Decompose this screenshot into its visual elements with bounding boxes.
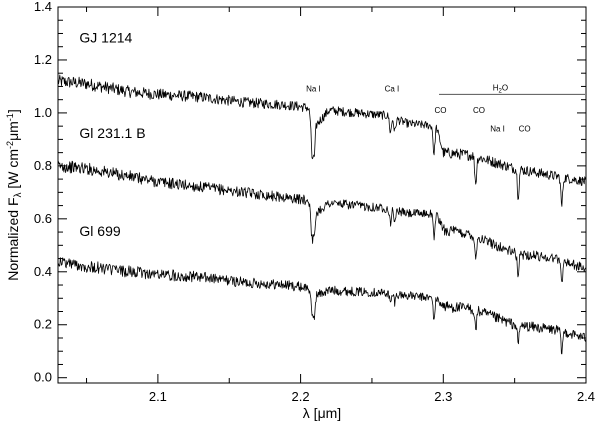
h2o-band-o: O <box>502 83 508 92</box>
y-axis-label-mid: μm <box>5 121 21 141</box>
spectrum-line <box>57 257 587 355</box>
series-label: Gl 231.1 B <box>79 125 145 141</box>
y-tick-label: 1.2 <box>34 52 52 67</box>
plot-frame <box>57 6 587 384</box>
y-tick-label: 0.0 <box>34 370 52 385</box>
h2o-band-sub: 2 <box>498 88 502 94</box>
axis-ticks: 2.1 2.2 2.3 2.4 0.0 0.2 0.4 0.6 0.8 1.0 1.2 1.4 <box>34 0 595 404</box>
y-axis-label-units: [W cm <box>5 149 21 193</box>
y-axis-label-exp2: -1 <box>5 113 15 121</box>
y-tick-label: 0.4 <box>34 264 52 279</box>
spectrum-line <box>57 74 587 207</box>
y-tick-label: 0.8 <box>34 158 52 173</box>
h2o-band: H2O <box>439 83 585 95</box>
y-axis-label-exp1: -2 <box>5 141 15 149</box>
y-tick-label: 1.4 <box>34 0 52 14</box>
h2o-band-h: H <box>493 83 499 92</box>
x-tick-label: 2.3 <box>434 389 452 404</box>
feature-label: Na I <box>306 85 321 94</box>
feature-label: CO <box>434 106 446 115</box>
series-label: Gl 699 <box>79 223 120 239</box>
spectrum-line <box>57 160 587 282</box>
x-tick-label: 2.1 <box>149 389 167 404</box>
series-label: GJ 1214 <box>79 30 132 46</box>
y-axis-label: Normalized Fλ [W cm-2μm-1] <box>5 109 24 280</box>
feature-label: CO <box>519 124 531 133</box>
feature-label: Ca I <box>385 85 400 94</box>
y-tick-label: 1.0 <box>34 105 52 120</box>
spectra-group: GJ 1214 Gl 231.1 B Gl 699 <box>57 30 587 355</box>
h2o-band-label: H2O <box>493 83 508 94</box>
y-axis-label-sub: λ <box>13 192 24 197</box>
feature-label: CO <box>473 106 485 115</box>
x-axis-label: λ [μm] <box>303 405 341 421</box>
x-tick-label: 2.2 <box>292 389 310 404</box>
y-axis-label-main: Normalized F <box>5 197 21 280</box>
y-axis-label-end: ] <box>5 109 21 113</box>
feature-annotations: Na I Ca I CO CO Na I CO <box>306 85 531 134</box>
x-tick-label: 2.4 <box>577 389 595 404</box>
y-tick-label: 0.6 <box>34 211 52 226</box>
feature-label: Na I <box>490 124 505 133</box>
y-tick-label: 0.2 <box>34 317 52 332</box>
